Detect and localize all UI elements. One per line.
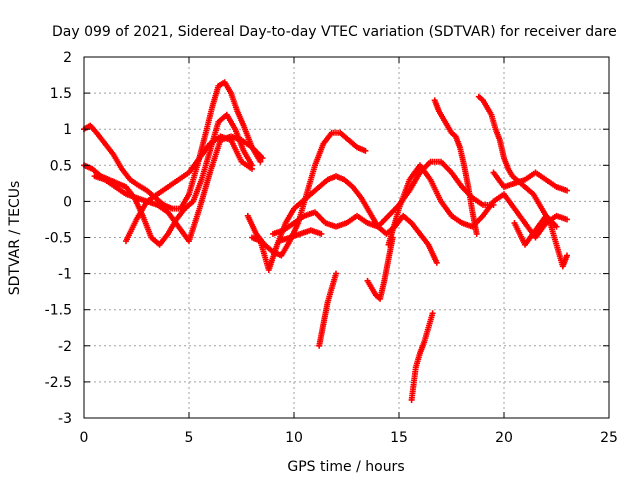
data-point [564,252,570,259]
data-point [257,158,264,165]
axis-ticks: 0 5 10 15 20 25 -3 -2.5 -2 -1.5 -1 -0.5 0 0.5 1 1.5 2 [45,50,618,446]
data-point [553,223,560,230]
y-tick-label: -1.5 [45,303,72,319]
data-points [81,79,570,403]
y-axis-label: SDTVAR / TECUs [7,181,23,296]
data-point [564,216,570,223]
x-tick-label: 20 [495,430,513,446]
y-tick-label: 1.5 [50,86,72,102]
x-axis-label: GPS time / hours [287,459,404,475]
data-point [429,310,436,317]
y-tick-label: 1 [63,122,72,138]
x-tick-label: 10 [285,430,303,446]
data-point [362,147,369,154]
y-tick-label: 0 [63,194,72,210]
y-tick-label: -0.5 [45,231,72,247]
data-point [249,165,255,172]
chart-title: Day 099 of 2021, Sidereal Day-to-day VTE… [52,24,617,40]
y-tick-label: -1 [58,267,72,283]
data-point [318,230,325,237]
data-point [259,155,266,162]
y-tick-label: 2 [63,50,72,66]
data-point [564,187,570,194]
data-point [433,259,440,266]
y-tick-label: -3 [58,411,72,427]
data-point [473,230,480,237]
x-tick-label: 25 [600,430,618,446]
x-tick-label: 5 [185,430,194,446]
x-tick-label: 15 [390,430,408,446]
data-point [333,270,339,277]
x-tick-label: 0 [80,430,89,446]
y-tick-label: 0.5 [50,158,72,174]
y-tick-label: -2 [58,339,72,355]
y-tick-label: -2.5 [45,375,72,391]
